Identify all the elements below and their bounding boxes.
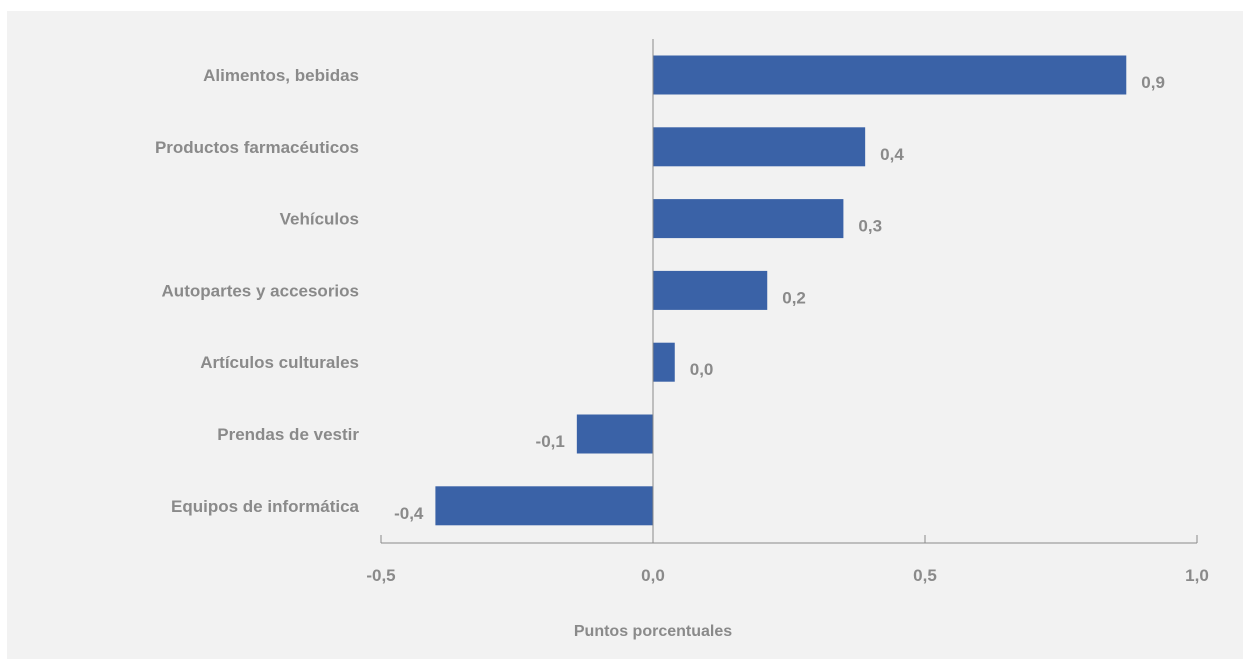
category-label: Autopartes y accesorios (162, 281, 359, 300)
data-label: -0,4 (394, 504, 424, 523)
x-tick-label: 0,5 (913, 566, 937, 585)
category-label: Productos farmacéuticos (155, 138, 359, 157)
category-label: Prendas de vestir (217, 425, 359, 444)
data-label: 0,4 (880, 145, 904, 164)
data-label: 0,2 (782, 288, 806, 307)
x-tick-label: 0,0 (641, 566, 665, 585)
bar (653, 55, 1127, 95)
x-tick-label: 1,0 (1185, 566, 1209, 585)
category-label: Artículos culturales (200, 353, 359, 372)
data-label: 0,0 (690, 360, 714, 379)
bar (653, 270, 768, 310)
category-labels: Alimentos, bebidas Productos farmacéutico… (155, 66, 360, 516)
x-tick-label: -0,5 (366, 566, 395, 585)
bars-layer (435, 55, 1127, 526)
bar (653, 199, 844, 239)
bar-chart: Alimentos, bebidas Productos farmacéutico… (155, 39, 1209, 640)
bar (653, 127, 866, 167)
bar (435, 486, 653, 526)
category-label: Vehículos (280, 210, 359, 229)
bar (576, 414, 653, 454)
data-label: -0,1 (536, 432, 565, 451)
category-label: Alimentos, bebidas (203, 66, 359, 85)
x-axis-title: Puntos porcentuales (574, 623, 732, 640)
chart-panel: Alimentos, bebidas Productos farmacéutico… (7, 11, 1243, 659)
data-labels: 0,9 0,4 0,3 0,2 0,0 -0,1 -0,4 (394, 73, 1165, 523)
bar (653, 342, 675, 382)
category-label: Equipos de informática (171, 497, 360, 516)
x-axis: -0,5 0,0 0,5 1,0 (366, 535, 1209, 585)
data-label: 0,3 (858, 217, 882, 236)
data-label: 0,9 (1141, 73, 1165, 92)
